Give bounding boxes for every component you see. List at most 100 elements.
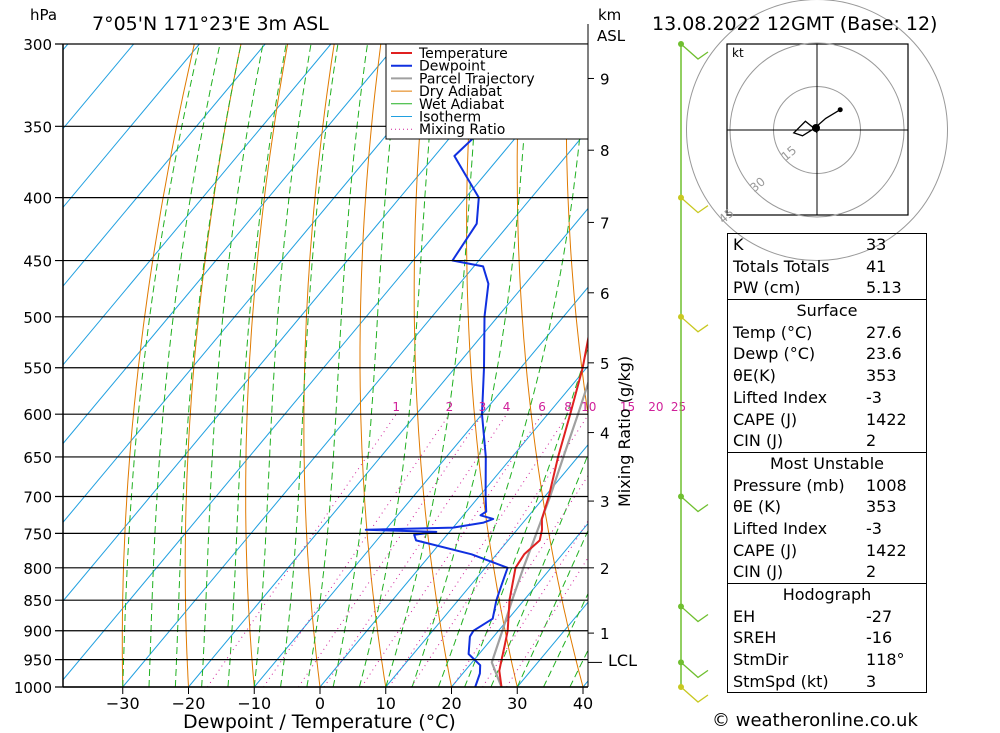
- isotherm-line: [63, 44, 332, 366]
- pressure-tick-label: 550: [23, 360, 52, 378]
- km-tick-label: 9: [600, 70, 610, 88]
- hodograph-end-dot: [837, 107, 843, 113]
- dewpoint-profile: [364, 44, 509, 687]
- km-unit: km: [598, 6, 621, 24]
- wind-barb: [680, 661, 709, 679]
- isotherm-line: [122, 129, 588, 687]
- mixing-ratio-line: [323, 413, 508, 687]
- mixing-ratio-label: 1: [392, 400, 400, 414]
- asl-unit: ASL: [597, 27, 626, 45]
- temp-tick-label: 40: [573, 694, 593, 713]
- datetime-title: 13.08.2022 12GMT (Base: 12): [652, 13, 937, 35]
- mixing-ratio-label: 3: [479, 400, 487, 414]
- km-tick-label: 6: [600, 285, 610, 303]
- index-row: EH -27: [733, 606, 893, 626]
- km-tick-label: 2: [600, 560, 610, 578]
- index-row: StmDir 118°: [733, 650, 905, 670]
- index-row: StmSpd (kt) 3: [733, 671, 877, 691]
- location-title: 7°05'N 171°23'E 3m ASL: [92, 13, 329, 35]
- hodograph-unit: kt: [732, 46, 744, 60]
- km-tick-label: 5: [600, 355, 610, 373]
- pressure-tick-label: 400: [23, 190, 52, 208]
- temperature-profile: [498, 334, 588, 687]
- index-row: θE (K) 353: [733, 497, 897, 517]
- km-tick-label: 8: [600, 142, 610, 160]
- isotherm-line: [319, 365, 588, 687]
- legend-box: [385, 43, 589, 140]
- wind-barb: [680, 43, 709, 60]
- km-tick-label: 4: [600, 425, 610, 443]
- dry-adiabat-line: [413, 44, 452, 687]
- isotherm-line: [188, 207, 588, 687]
- mixing-ratio-label: 4: [503, 400, 511, 414]
- km-tick-label: 3: [600, 493, 610, 511]
- index-row: Temp (°C) 27.6: [733, 322, 902, 342]
- pressure-tick-label: 500: [23, 309, 52, 327]
- mixing-ratio-label: 25: [671, 400, 686, 414]
- wet-adiabat-line: [332, 44, 401, 687]
- pressure-tick-label: 350: [23, 118, 52, 136]
- wet-adiabat-line: [174, 44, 242, 687]
- isotherm-line: [63, 50, 588, 681]
- pressure-tick-label: 750: [23, 525, 52, 543]
- wind-barb: [680, 316, 709, 333]
- pressure-tick-label: 950: [23, 652, 52, 670]
- mixing-ratio-line: [263, 413, 450, 687]
- temp-tick-label: −10: [237, 694, 271, 713]
- index-row: PW (cm) 5.13: [733, 278, 902, 298]
- isotherm-line: [63, 44, 463, 524]
- index-row: Pressure (mb) 1008: [733, 475, 907, 495]
- wind-barb: [680, 197, 709, 214]
- surface-title: Surface: [796, 301, 858, 321]
- index-row: Totals Totals 41: [733, 256, 887, 276]
- most-unstable-box: Most Unstable Pressure (mb) 1008 θE (K) 35…: [727, 451, 927, 583]
- mixing-ratio-label: 10: [581, 400, 596, 414]
- hodograph-box: Hodograph EH -27 SREH -16 StmDir 118° StmSp…: [727, 583, 927, 694]
- axis-labels: 3003504004505005506006507007508008509009…: [14, 36, 686, 713]
- dry-adiabat-line: [987, 44, 1000, 687]
- legend-label: Dry Adiabat: [419, 84, 502, 100]
- wind-column: [678, 41, 709, 703]
- storm-motion-dot: [812, 124, 820, 132]
- most-unstable-title: Most Unstable: [770, 453, 884, 473]
- dry-adiabat-line: [184, 44, 242, 687]
- isotherm-line: [63, 44, 266, 287]
- pressure-tick-label: 600: [23, 406, 52, 424]
- temp-tick-label: 30: [507, 694, 527, 713]
- wet-adiabat-line: [280, 44, 339, 687]
- pressure-tick-label: 850: [23, 592, 52, 610]
- credit-link[interactable]: © weatheronline.co.uk: [712, 710, 918, 731]
- wet-adiabat-line: [490, 453, 588, 687]
- hodograph-title: Hodograph: [782, 585, 872, 604]
- isotherm-line: [63, 44, 200, 209]
- mixing-ratio-label: 15: [620, 400, 635, 414]
- mixing-ratio-line: [361, 413, 543, 687]
- mixing-ratio-line: [206, 413, 397, 687]
- pressure-tick-label: 450: [23, 253, 52, 271]
- index-row: CIN (J) 2: [733, 562, 877, 582]
- legend-label: Temperature: [418, 46, 508, 62]
- legend-label: Isotherm: [419, 110, 481, 126]
- index-row: Lifted Index -3: [733, 518, 882, 538]
- wet-adiabat-line: [148, 44, 221, 687]
- isotherm-line: [63, 44, 398, 445]
- legend-label: Dewpoint: [419, 59, 486, 75]
- wet-adiabat-line: [358, 44, 439, 687]
- mixing-ratio-label: 8: [564, 400, 572, 414]
- index-row: CIN (J) 2: [733, 431, 877, 451]
- index-row: Dewp (°C) 23.6: [733, 344, 902, 364]
- pressure-tick-label: 800: [23, 560, 52, 578]
- legend-label: Wet Adiabat: [419, 97, 505, 113]
- wet-adiabat-line: [122, 44, 201, 687]
- isotherm-line: [63, 44, 135, 130]
- index-row: CAPE (J) 1422: [733, 409, 907, 429]
- index-row: CAPE (J) 1422: [733, 540, 907, 560]
- index-row: SREH -16: [733, 628, 893, 648]
- temp-tick-label: 10: [376, 694, 396, 713]
- index-row: K 33: [733, 235, 887, 254]
- pressure-tick-label: 650: [23, 449, 52, 467]
- legend-label: Parcel Trajectory: [419, 71, 535, 87]
- dry-adiabat-line: [303, 44, 335, 687]
- wet-adiabat-line: [516, 529, 588, 687]
